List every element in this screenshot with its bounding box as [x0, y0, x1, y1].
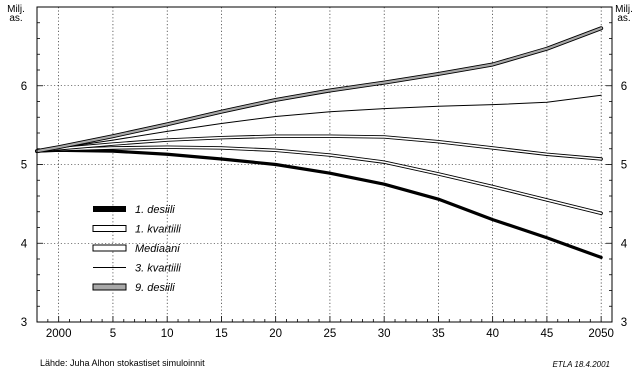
y-tick-label-right: 6: [621, 81, 627, 93]
y-axis-unit-left: Milj.: [7, 4, 25, 15]
legend-swatch: [92, 244, 127, 252]
x-tick-label: 10: [161, 328, 174, 340]
series-line-inner: [36, 146, 602, 215]
y-tick-label-left: 3: [21, 317, 27, 329]
legend-label: Mediaani: [135, 243, 180, 255]
series-line-3-kvartiili: [36, 94, 602, 152]
x-tick-label: 35: [432, 328, 445, 340]
x-tick-label: 2050: [588, 328, 614, 340]
source-note: Lähde: Juha Alhon stokastiset simuloinni…: [40, 358, 205, 368]
series-layer: [35, 26, 604, 260]
legend-label: 3. kvartiili: [135, 263, 181, 275]
grid-layer: [37, 7, 612, 322]
y-tick-label-left: 5: [21, 160, 27, 172]
y-tick-label-right: 5: [621, 160, 627, 172]
x-tick-label: 45: [541, 328, 554, 340]
legend-label: 9. desiili: [135, 282, 175, 294]
legend-label: 1. desiili: [135, 204, 175, 216]
legend-label: 1. kvartiili: [135, 224, 181, 236]
y-axis-unit-right: Milj.: [615, 4, 633, 15]
series-line-inner: [35, 27, 603, 153]
y-tick-label-right: 4: [621, 238, 628, 250]
tick-layer: [36, 6, 613, 323]
legend-swatch: [92, 225, 127, 232]
y-axis-unit-right: as.: [617, 13, 630, 24]
x-tick-label: 25: [324, 328, 337, 340]
x-tick-label: 2000: [46, 328, 72, 340]
x-tick-label: 15: [215, 328, 228, 340]
series-line-9-desiili: [35, 26, 604, 154]
y-axis-unit-left: as.: [9, 13, 22, 24]
y-tick-label-left: 4: [21, 238, 28, 250]
legend-swatch: [93, 206, 126, 212]
legend-swatch: [92, 283, 127, 291]
x-tick-label: 5: [110, 328, 116, 340]
series-line-1-desiili: [35, 148, 603, 260]
series-line-1-kvartiili: [35, 145, 603, 216]
x-tick-label: 30: [378, 328, 391, 340]
x-tick-label: 40: [486, 328, 499, 340]
x-tick-label: 20: [269, 328, 282, 340]
series-line-inner: [36, 135, 602, 160]
y-tick-label-left: 6: [21, 81, 27, 93]
y-tick-label-right: 3: [621, 317, 627, 329]
credit-note: ETLA 18.4.2001: [552, 360, 610, 369]
legend: 1. desiili 1. kvartiili Mediaani 3. kvartii…: [92, 204, 181, 294]
